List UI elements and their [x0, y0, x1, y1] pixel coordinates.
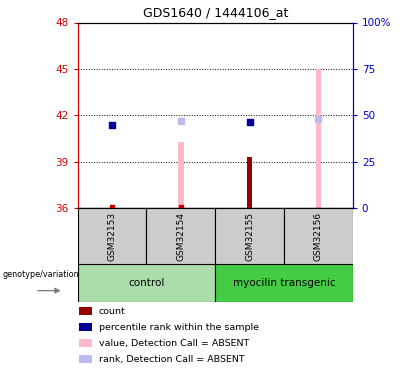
- Bar: [147, 208, 215, 264]
- Bar: [215, 208, 284, 264]
- Bar: [78, 208, 147, 264]
- Bar: [178, 142, 184, 208]
- Text: myocilin transgenic: myocilin transgenic: [233, 278, 335, 288]
- Bar: [79, 339, 92, 347]
- Point: [315, 116, 322, 122]
- Text: control: control: [128, 278, 165, 288]
- Bar: [284, 208, 353, 264]
- Point: [109, 204, 116, 210]
- Text: GSM32156: GSM32156: [314, 211, 323, 261]
- Point: [178, 204, 184, 210]
- Bar: [79, 355, 92, 363]
- Point: [109, 122, 116, 128]
- Bar: [316, 69, 321, 208]
- Bar: [79, 307, 92, 315]
- Text: GSM32155: GSM32155: [245, 211, 254, 261]
- Bar: [78, 264, 215, 302]
- Bar: [215, 264, 353, 302]
- Bar: [247, 157, 252, 208]
- Point: [178, 118, 184, 124]
- Text: GSM32154: GSM32154: [176, 212, 185, 261]
- Text: GSM32153: GSM32153: [108, 211, 117, 261]
- Bar: [79, 323, 92, 331]
- Text: value, Detection Call = ABSENT: value, Detection Call = ABSENT: [99, 339, 249, 348]
- Text: genotype/variation: genotype/variation: [3, 270, 79, 279]
- Point: [246, 118, 253, 124]
- Text: rank, Detection Call = ABSENT: rank, Detection Call = ABSENT: [99, 355, 244, 364]
- Text: percentile rank within the sample: percentile rank within the sample: [99, 322, 259, 332]
- Title: GDS1640 / 1444106_at: GDS1640 / 1444106_at: [142, 6, 288, 18]
- Text: count: count: [99, 306, 125, 315]
